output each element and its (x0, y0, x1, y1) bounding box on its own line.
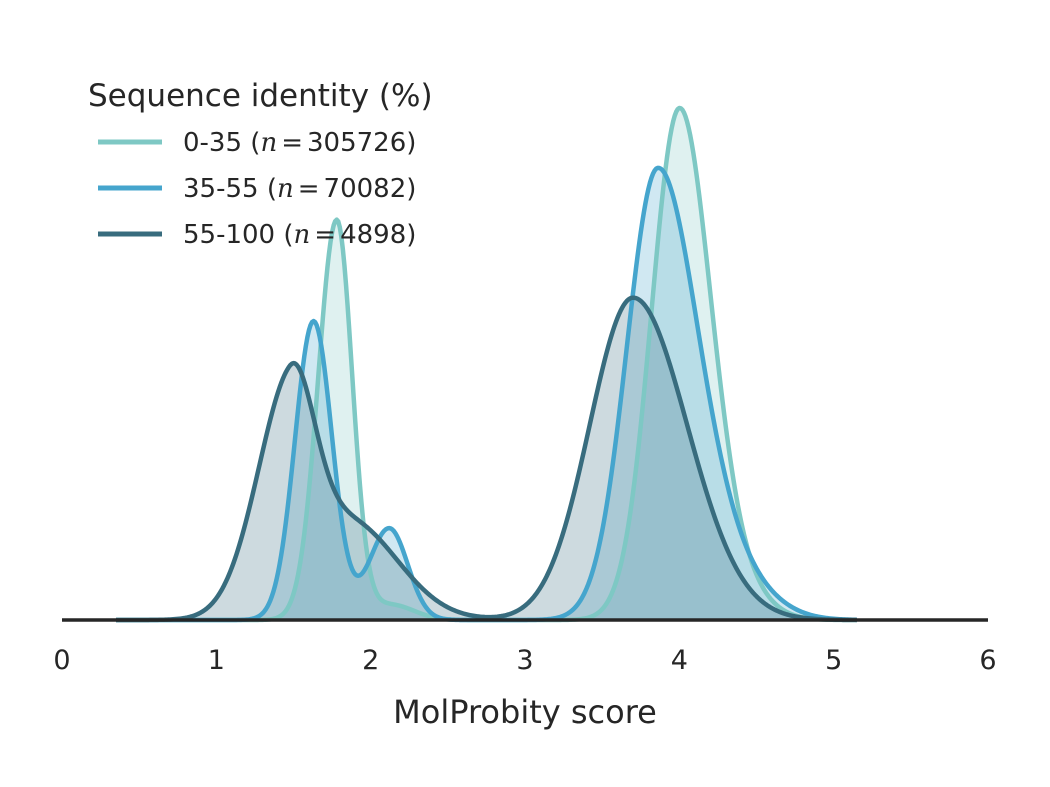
x-tick-label: 3 (516, 645, 533, 676)
density-line-55-100 (115, 295, 858, 623)
legend: Sequence identity (%) 0-35 (n = 305726) 35-… (88, 78, 433, 250)
x-tick-label: 2 (362, 645, 379, 676)
x-tick-label: 1 (208, 645, 225, 676)
legend-label: 0-35 (n = 305726) (183, 128, 416, 158)
legend-title: Sequence identity (%) (88, 78, 433, 114)
legend-label: 35-55 (n = 70082) (183, 174, 416, 204)
legend-label: 55-100 (n = 4898) (183, 220, 416, 250)
density-fill-35-55 (116, 167, 857, 620)
x-tick-label: 4 (671, 645, 688, 676)
x-tick-label: 6 (979, 645, 996, 676)
density-fill-0-35 (116, 107, 857, 621)
x-tick-labels: 0 1 2 3 4 5 6 (53, 645, 996, 676)
legend-item-55-100: 55-100 (n = 4898) (98, 220, 416, 250)
x-tick-label: 0 (53, 645, 70, 676)
x-tick-label: 5 (825, 645, 842, 676)
legend-item-35-55: 35-55 (n = 70082) (98, 174, 416, 204)
x-axis-title: MolProbity score (393, 693, 657, 731)
legend-item-0-35: 0-35 (n = 305726) (98, 128, 416, 158)
